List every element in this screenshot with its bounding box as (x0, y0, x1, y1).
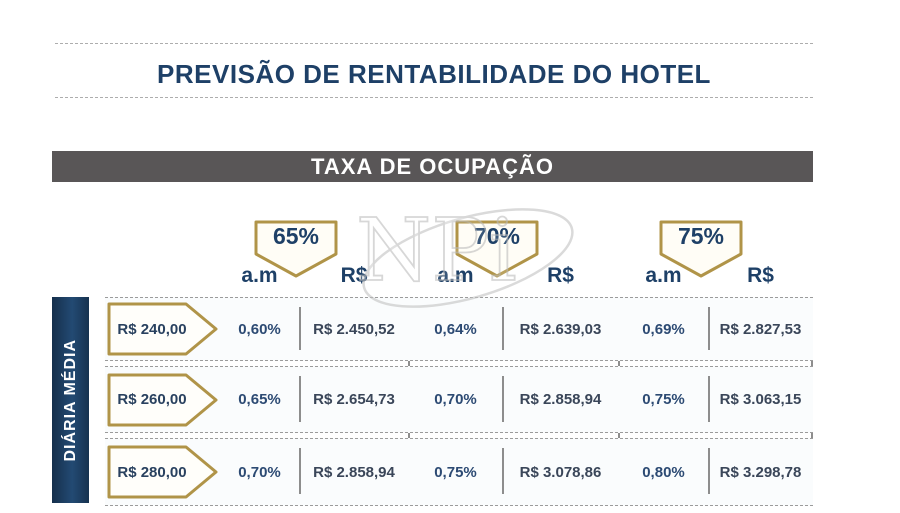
title-divider-bottom (55, 97, 813, 98)
occupancy-rate-label: 75% (677, 223, 725, 249)
cell-divider (502, 376, 504, 422)
colhead-am-65: a.m (241, 264, 278, 287)
cell-rs-65: R$ 2.450,52 (313, 320, 395, 338)
cell-am-75: 0,69% (642, 320, 685, 338)
cell-am-70: 0,70% (434, 391, 477, 408)
colhead-rs-65: R$ (340, 264, 368, 287)
colhead-rs-70: R$ (547, 264, 574, 287)
cell-rs-75: R$ 3.298,78 (719, 463, 802, 481)
table-row-240: R$ 240,00 0,60% R$ 2.450,52 0,64% R$ 2.6… (105, 297, 813, 361)
cell-divider (708, 448, 710, 495)
cell-rs-65: R$ 2.654,73 (313, 391, 395, 408)
cell-divider (708, 376, 710, 422)
colhead-rs-75: R$ (747, 264, 774, 287)
table-row-260: R$ 260,00 0,65% R$ 2.654,73 0,70% R$ 2.8… (105, 366, 813, 433)
cell-divider (299, 448, 301, 495)
arrow-tag-shape (107, 302, 218, 356)
daily-rate-value: R$ 260,00 (117, 391, 187, 408)
daily-rate-value: R$ 280,00 (117, 463, 187, 481)
cell-rs-70: R$ 2.858,94 (519, 391, 602, 408)
daily-rate-tag: R$ 280,00 (106, 444, 219, 500)
cell-divider (708, 306, 710, 351)
cell-rs-70: R$ 2.639,03 (519, 320, 602, 338)
cell-am-75: 0,75% (642, 391, 685, 408)
table-row-280: R$ 280,00 0,70% R$ 2.858,94 0,75% R$ 3.0… (105, 438, 813, 506)
daily-rate-tag: R$ 240,00 (106, 301, 219, 357)
cell-am-75: 0,80% (642, 463, 685, 481)
cell-am-65: 0,70% (238, 463, 281, 481)
cell-am-65: 0,65% (238, 391, 281, 408)
section-header-occupancy: TAXA DE OCUPAÇÃO (52, 151, 813, 182)
daily-rate-value: R$ 240,00 (117, 320, 187, 338)
cell-rs-65: R$ 2.858,94 (313, 463, 395, 481)
cell-divider (299, 376, 301, 422)
colhead-am-75: a.m (645, 264, 682, 287)
row-axis-bar: DIÁRIA MÉDIA (52, 297, 89, 503)
occupancy-badge-75: 75% (657, 218, 745, 280)
cell-divider (502, 448, 504, 495)
cell-am-70: 0,75% (434, 463, 477, 481)
cell-divider (502, 306, 504, 351)
occupancy-rate-label: 70% (473, 223, 521, 249)
shield-badge-shape (254, 220, 338, 278)
colhead-am-70: a.m (437, 264, 474, 287)
cell-rs-70: R$ 3.078,86 (519, 463, 602, 481)
cell-am-65: 0,60% (238, 320, 281, 338)
arrow-tag-shape (107, 445, 218, 499)
cell-rs-75: R$ 2.827,53 (719, 320, 802, 338)
cell-divider (299, 306, 301, 351)
occupancy-rate-label: 65% (272, 223, 320, 249)
row-axis-label: DIÁRIA MÉDIA (61, 338, 79, 462)
page-title: PREVISÃO DE RENTABILIDADE DO HOTEL (157, 59, 711, 89)
cell-rs-75: R$ 3.063,15 (719, 391, 802, 408)
cell-am-70: 0,64% (434, 320, 477, 338)
occupancy-badge-65: 65% (252, 218, 340, 280)
daily-rate-tag: R$ 260,00 (106, 372, 219, 428)
title-divider-top (55, 43, 813, 44)
arrow-tag-shape (107, 373, 218, 426)
shield-badge-shape (659, 220, 743, 278)
